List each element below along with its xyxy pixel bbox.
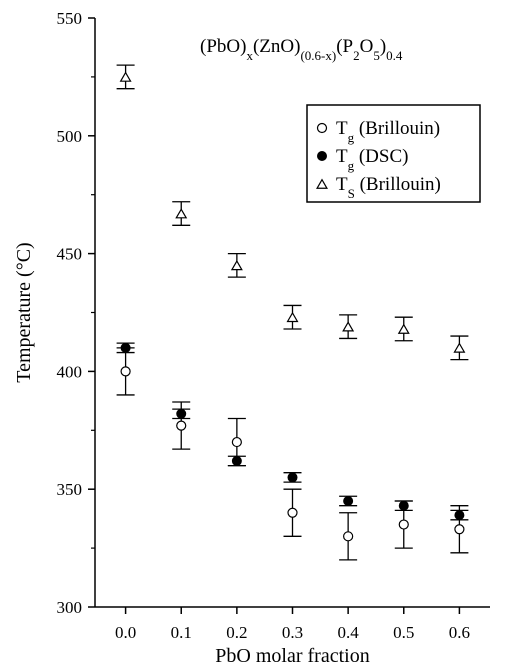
legend: Tg (Brillouin)Tg (DSC)TS (Brillouin): [306, 104, 481, 203]
data-markers: [119, 71, 466, 542]
open-triangle-marker: [342, 321, 355, 332]
text-part: (PbO): [200, 36, 246, 57]
text-part: 5: [373, 48, 380, 63]
text-part: T: [336, 174, 348, 195]
open-circle-marker: [343, 531, 354, 542]
text-part: (0.6-x): [300, 48, 336, 63]
x-tick-label: 0.5: [393, 623, 414, 642]
ticks: 0.0 0.1 0.2 0.3 0.4 0.5 0.6 300 350 400 450 500 550: [57, 9, 471, 642]
y-tick-label: 500: [57, 127, 83, 146]
text-part: T: [336, 118, 348, 139]
open-triangle-marker: [316, 178, 328, 189]
title-text: (PbO)x(ZnO)(0.6-x)(P2O5)0.4: [200, 36, 403, 63]
legend-label: TS (Brillouin): [336, 174, 441, 201]
filled-circle-marker: [343, 495, 354, 506]
x-tick-label: 0.6: [449, 623, 470, 642]
open-triangle-marker: [230, 259, 243, 271]
x-tick-label: 0.2: [226, 623, 247, 642]
x-tick-label: 0.3: [282, 623, 303, 642]
text-part: 0.4: [386, 48, 403, 63]
text-part: x: [246, 48, 253, 63]
text-part: (ZnO): [253, 36, 300, 57]
y-tick-label: 550: [57, 9, 83, 28]
filled-circle-marker: [176, 408, 187, 419]
legend-label: Tg (DSC): [336, 146, 408, 173]
y-tick-label: 450: [57, 245, 83, 264]
open-triangle-marker: [286, 311, 299, 323]
open-triangle-marker: [453, 342, 466, 353]
open-circle-marker: [454, 524, 465, 535]
legend-box: [306, 104, 481, 203]
text-part: 2: [353, 48, 360, 63]
open-circle-marker: [120, 366, 131, 377]
open-circle-marker: [231, 436, 242, 448]
open-circle-marker: [398, 519, 409, 530]
text-part: ): [380, 36, 386, 57]
text-part: g: [348, 130, 355, 145]
open-triangle-marker: [119, 71, 132, 82]
open-circle-marker: [176, 420, 187, 431]
x-tick-label: 0.1: [171, 623, 192, 642]
x-axis-label: PbO molar fraction: [215, 645, 369, 667]
filled-circle-marker: [231, 455, 242, 466]
x-tick-label: 0.0: [115, 623, 136, 642]
open-circle-marker: [287, 507, 298, 518]
y-tick-label: 400: [57, 362, 83, 381]
text-part: (P: [336, 36, 353, 57]
text-part: (DSC): [354, 146, 408, 167]
x-tick-label: 0.4: [338, 623, 360, 642]
text-part: O: [360, 36, 374, 57]
filled-circle-marker: [317, 151, 327, 161]
y-tick-label: 300: [57, 598, 83, 617]
legend-label: Tg (Brillouin): [336, 118, 440, 145]
y-tick-label: 350: [57, 480, 83, 499]
open-triangle-marker: [175, 208, 188, 219]
text-part: g: [348, 158, 355, 173]
filled-circle-marker: [454, 510, 465, 521]
text-part: S: [348, 186, 355, 201]
filled-circle-marker: [398, 500, 409, 511]
open-circle-marker: [316, 122, 328, 134]
text-part: T: [336, 146, 348, 167]
chart-title: (PbO)x(ZnO)(0.6-x)(P2O5)0.4: [200, 36, 403, 63]
filled-circle-marker: [287, 472, 298, 483]
text-part: (Brillouin): [355, 174, 441, 195]
open-triangle-marker: [397, 323, 410, 334]
filled-circle-marker: [120, 342, 131, 353]
text-part: (Brillouin): [354, 118, 440, 139]
y-axis-label: Temperature (°C): [13, 242, 35, 382]
